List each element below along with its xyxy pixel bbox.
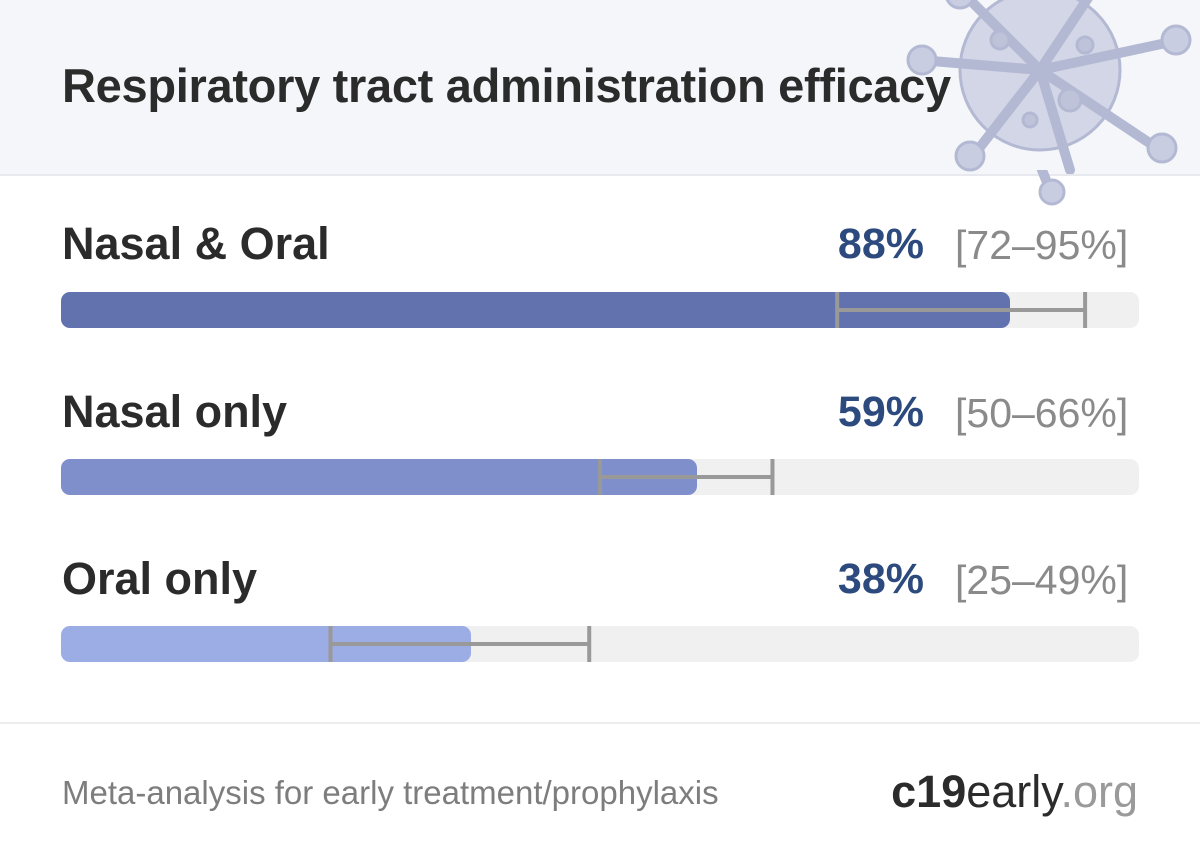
error-bar — [598, 459, 775, 495]
bar-value-label: 59% — [837, 388, 924, 436]
bar-ci-label: [25–49%] — [955, 557, 1129, 603]
bar-ci-label: [50–66%] — [955, 390, 1129, 436]
bar-value-label: 88% — [837, 220, 924, 268]
page-title: Respiratory tract administration efficac… — [62, 59, 951, 112]
bar-track — [61, 459, 1139, 495]
footer-divider — [0, 722, 1200, 724]
bar-value-label: 38% — [837, 555, 924, 603]
error-bar — [328, 626, 592, 662]
bar-label: Oral only — [62, 553, 258, 604]
error-bar — [835, 292, 1088, 328]
header-band: Respiratory tract administration efficac… — [0, 0, 1200, 176]
brand-tld: .org — [1060, 766, 1138, 817]
virus-spike-icon — [1036, 170, 1066, 206]
brand-main: c19 — [891, 766, 967, 817]
footer-caption: Meta-analysis for early treatment/prophy… — [62, 774, 719, 811]
bar — [61, 459, 698, 495]
bar-ci-label: [72–95%] — [955, 222, 1129, 268]
bar-track — [61, 292, 1139, 328]
virus-icon — [906, 0, 1192, 174]
bar-label: Nasal only — [62, 386, 288, 437]
bar-label: Nasal & Oral — [62, 218, 330, 269]
brand-mid: early — [966, 766, 1061, 817]
brand-logo[interactable]: c19early.org — [891, 766, 1138, 818]
bar-track — [61, 626, 1139, 662]
